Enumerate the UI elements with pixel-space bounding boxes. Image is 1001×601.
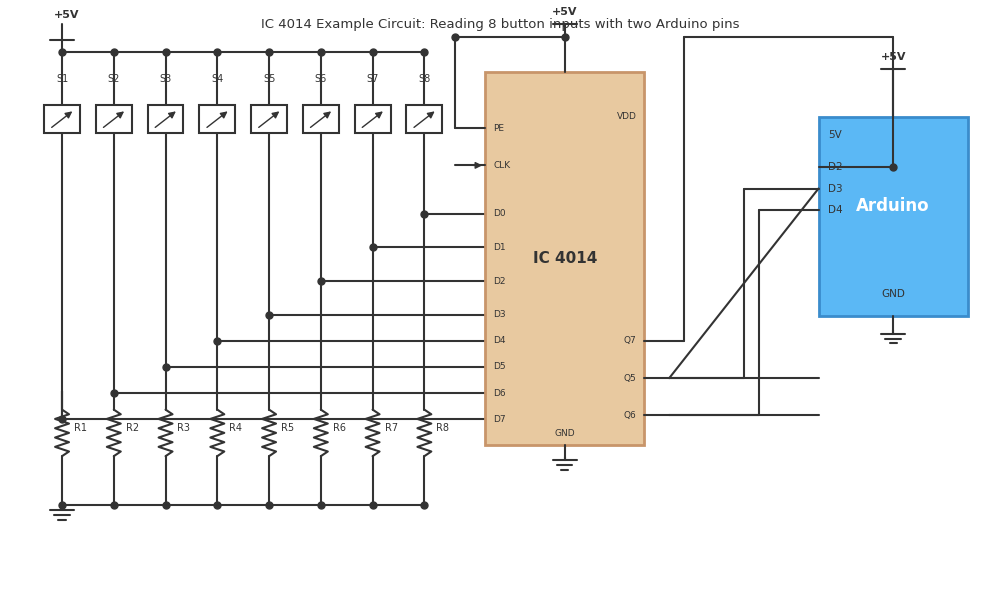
Bar	[485, 72, 645, 445]
Text: Arduino: Arduino	[857, 198, 930, 215]
Text: S4: S4	[211, 74, 223, 84]
Text: S3: S3	[159, 74, 172, 84]
Bar	[199, 105, 235, 133]
Text: D3: D3	[829, 183, 843, 194]
Text: D4: D4	[829, 206, 843, 215]
Text: 5V: 5V	[829, 130, 842, 140]
Text: R4: R4	[229, 423, 242, 433]
Text: CLK: CLK	[493, 161, 511, 170]
Text: D4: D4	[493, 337, 506, 346]
Text: GND: GND	[555, 429, 575, 438]
Text: +5V: +5V	[881, 52, 906, 62]
Text: R6: R6	[332, 423, 345, 433]
Text: D7: D7	[493, 415, 506, 424]
Bar	[44, 105, 80, 133]
Text: S7: S7	[366, 74, 378, 84]
Bar	[354, 105, 390, 133]
Bar	[251, 105, 287, 133]
Text: IC 4014 Example Circuit: Reading 8 button inputs with two Arduino pins: IC 4014 Example Circuit: Reading 8 butto…	[261, 18, 740, 31]
Text: D2: D2	[493, 276, 506, 285]
Bar	[96, 105, 132, 133]
Bar	[819, 117, 968, 316]
Text: D1: D1	[493, 243, 506, 252]
Text: S5: S5	[263, 74, 275, 84]
Text: R3: R3	[177, 423, 190, 433]
Text: VDD: VDD	[617, 112, 637, 121]
Text: R5: R5	[281, 423, 294, 433]
Text: S2: S2	[108, 74, 120, 84]
Text: S1: S1	[56, 74, 68, 84]
Text: Q6: Q6	[624, 411, 637, 420]
Text: Q7: Q7	[624, 337, 637, 346]
Text: D3: D3	[493, 310, 506, 319]
Text: IC 4014: IC 4014	[533, 251, 597, 266]
Text: D2: D2	[829, 162, 843, 172]
Text: GND: GND	[881, 289, 905, 299]
Text: PE: PE	[493, 124, 505, 133]
Text: D0: D0	[493, 209, 506, 218]
Text: +5V: +5V	[552, 7, 578, 17]
Text: Q5: Q5	[624, 374, 637, 383]
Bar	[303, 105, 338, 133]
Text: +5V: +5V	[54, 10, 79, 20]
Text: S6: S6	[314, 74, 327, 84]
Text: D5: D5	[493, 362, 506, 371]
Text: R7: R7	[384, 423, 397, 433]
Bar	[406, 105, 442, 133]
Text: R1: R1	[74, 423, 87, 433]
Text: R2: R2	[126, 423, 139, 433]
Text: D6: D6	[493, 389, 506, 398]
Text: R8: R8	[436, 423, 449, 433]
Bar	[147, 105, 183, 133]
Text: S8: S8	[418, 74, 430, 84]
